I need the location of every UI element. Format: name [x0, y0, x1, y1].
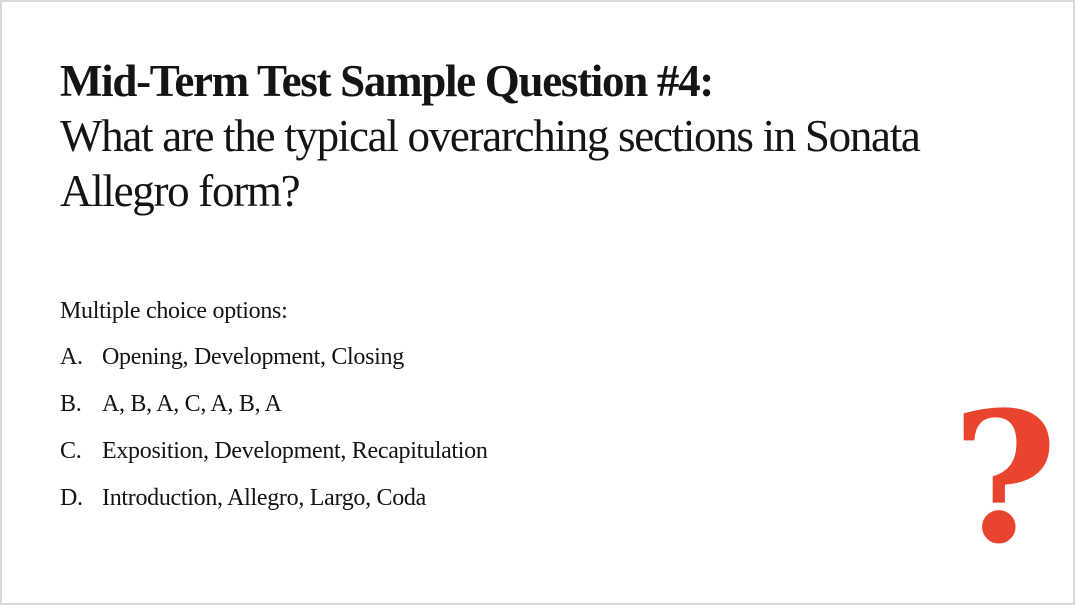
option-letter: B. [60, 391, 82, 417]
option-letter: D. [60, 485, 83, 511]
option-text: Introduction, Allegro, Largo, Coda [102, 485, 426, 511]
options-list: Multiple choice options: A. Opening, Dev… [60, 296, 760, 530]
question-title: Mid-Term Test Sample Question #4: What a… [60, 54, 1040, 219]
option-text: Opening, Development, Closing [102, 344, 404, 370]
option-c: C. Exposition, Development, Recapitulati… [60, 436, 760, 483]
question-text-line-1: What are the typical overarching section… [60, 111, 921, 161]
option-letter: C. [60, 438, 82, 464]
option-text: A, B, A, C, A, B, A [102, 391, 282, 417]
option-letter: A. [60, 344, 83, 370]
options-label: Multiple choice options: [60, 298, 288, 324]
option-d: D. Introduction, Allegro, Largo, Coda [60, 483, 760, 530]
title-heading: Mid-Term Test Sample Question #4: [60, 56, 714, 106]
option-text: Exposition, Development, Recapitulation [102, 438, 488, 464]
option-a: A. Opening, Development, Closing [60, 342, 760, 389]
question-text-line-2: Allegro form? [60, 166, 301, 216]
option-b: B. A, B, A, C, A, B, A [60, 389, 760, 436]
question-mark-icon: ? [952, 373, 1058, 584]
